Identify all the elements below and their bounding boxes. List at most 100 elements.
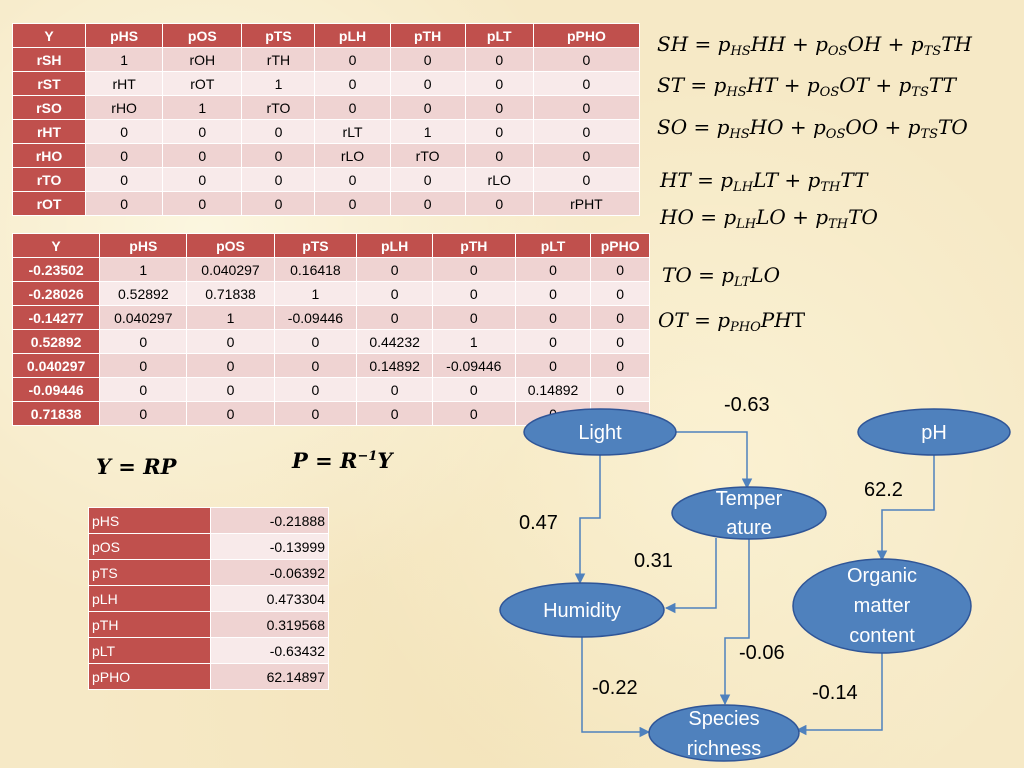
table-cell: rTO [389,143,466,168]
coefficient-value: -0.06392 [210,559,329,586]
table-cell: 0 [464,47,534,72]
node-ph-label: pH [921,422,947,444]
table-cell: 0 [356,257,433,282]
node-ph: pH [857,408,1011,456]
table-row: rHO 0 0 0 rLO rTO 0 0 [11,143,641,168]
table-row: pTH 0.319568 [88,611,329,638]
table-cell: 0 [514,257,592,282]
table-cell: 0 [532,71,641,96]
table-cell: 0 [273,353,358,378]
table-cell: 0 [590,305,650,330]
table-cell: 1 [99,257,188,282]
node-light-label: Light [578,422,622,444]
row-header-cell: -0.23502 [11,257,101,282]
equation-to: TO = pLTLO [662,263,780,290]
node-species-label-1: Species [688,708,759,730]
row-header-cell: -0.28026 [11,281,101,306]
table-cell: 0 [532,119,641,144]
table-cell: 1 [85,47,164,72]
table-cell: 0 [273,401,358,426]
table-row: rHT 0 0 0 rLT 1 0 0 [11,119,641,144]
equation-st: ST = pHSHT + pOSOT + pTSTT [657,73,956,100]
node-temperature-label-2: ature [726,517,772,539]
table-cell: 0 [314,191,391,216]
coef-light-humidity: 0.47 [519,512,558,534]
table-row: pLT -0.63432 [88,637,329,664]
table-row: pOS -0.13999 [88,533,329,560]
table-row: pPHO 62.14897 [88,663,329,690]
table-cell: 1 [162,95,243,120]
table-cell: 0 [389,71,466,96]
node-humidity-label: Humidity [543,600,621,622]
table-row: -0.14277 0.040297 1 -0.09446 0 0 0 0 [11,305,650,330]
table-cell: rLO [314,143,391,168]
table-row: rTO 0 0 0 0 0 rLO 0 [11,167,641,192]
table-row: pLH 0.473304 [88,585,329,612]
arrow-temperature-species [719,538,750,706]
equation-ho: HO = pLHLO + pTHTO [660,205,878,232]
coefficient-name: pLT [88,637,211,664]
equation-ht: HT = pLHLT + pTHTT [660,168,868,195]
table-cell: 1 [186,305,275,330]
table-cell: 0 [432,401,516,426]
table-row: pHS -0.21888 [88,507,329,534]
table-cell: 0 [356,281,433,306]
row-header-cell: rHT [11,119,87,144]
table-cell: 0 [99,329,188,354]
table-cell: 0.040297 [186,257,275,282]
row-header-cell: rHO [11,143,87,168]
column-header: pTS [273,233,358,258]
coefficient-name: pOS [88,533,211,560]
arrow-light-humidity [574,455,601,585]
coefficient-value: 62.14897 [210,663,329,690]
column-header: pLT [514,233,592,258]
node-organic-matter: Organic matter content [792,558,972,654]
table-row: rOT 0 0 0 0 0 0 rPHT [11,191,641,216]
arrow-ph-organic [876,455,935,562]
table-cell: 0 [162,167,243,192]
table-cell: 0 [186,329,275,354]
table-cell: 0 [464,71,534,96]
table-cell: 0 [356,305,433,330]
table-cell: 0 [532,167,641,192]
table-cell: 0 [514,329,592,354]
table-cell: 0.52892 [99,281,188,306]
table-row: pTS -0.06392 [88,559,329,586]
table-cell: 0 [186,401,275,426]
table-cell: 0 [314,167,391,192]
table-cell: 0 [99,401,188,426]
table-cell: 0 [85,167,164,192]
table-cell: 0 [273,377,358,402]
table-cell: 1 [241,71,316,96]
table-cell: 0 [432,377,516,402]
table-cell: 0 [532,143,641,168]
row-header-cell: 0.040297 [11,353,101,378]
table-cell: 0 [85,143,164,168]
arrow-temperature-humidity [664,538,717,614]
row-header-cell: rOT [11,191,87,216]
table-cell: 0 [241,167,316,192]
table-cell: rLT [314,119,391,144]
column-header: pTH [389,23,466,48]
table-cell: 0 [273,329,358,354]
column-header: pPHO [532,23,641,48]
node-organic-label-1: Organic [847,565,917,587]
table-cell: 0 [532,47,641,72]
table-cell: 0 [389,191,466,216]
column-header: pLH [314,23,391,48]
table-cell: 0 [514,281,592,306]
node-organic-label-2: matter [854,595,911,617]
column-header: pPHO [590,233,650,258]
table-cell: 0 [464,191,534,216]
table-cell: 0 [514,305,592,330]
table-cell: -0.09446 [273,305,358,330]
coef-humidity-species: -0.22 [592,677,638,699]
coefficient-name: pTS [88,559,211,586]
node-temperature-label-1: Temper [716,488,783,510]
table-cell: 0 [356,401,433,426]
coefficient-name: pLH [88,585,211,612]
